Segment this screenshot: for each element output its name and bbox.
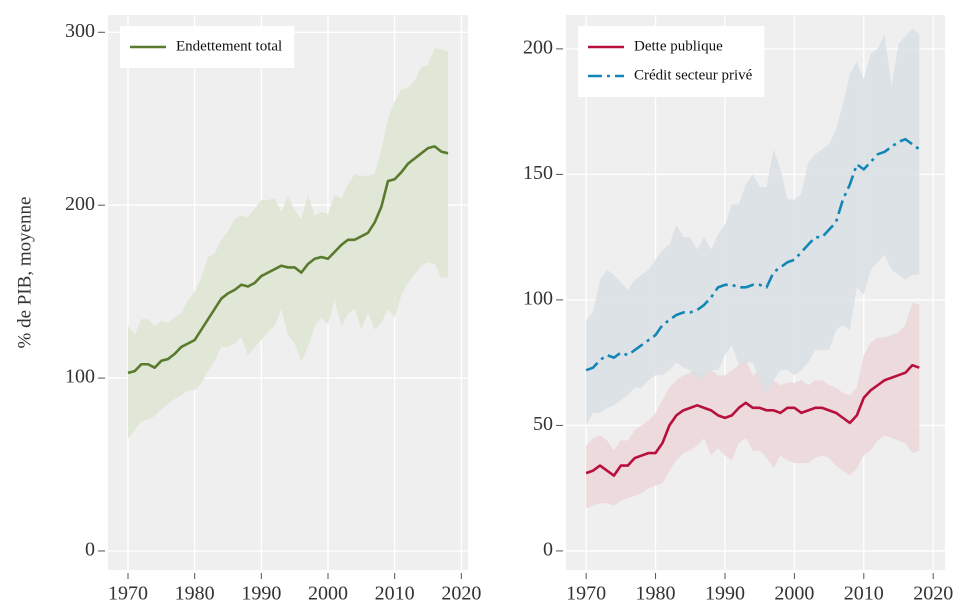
- panel: 0 100 200 300 1970 1980 1990 2000 2010 2020 Endett…: [14, 15, 481, 605]
- y-tick-label: 100: [65, 366, 95, 388]
- x-tick-label: 2010: [844, 583, 884, 605]
- range-band: [128, 47, 448, 439]
- legend: Endettement total: [120, 26, 295, 68]
- y-tick-label: 200: [523, 36, 553, 58]
- y-tick-label: 200: [65, 193, 95, 215]
- series-line: [585, 363, 920, 477]
- y-tick-label: 0: [85, 539, 95, 561]
- legend-label: Crédit secteur privé: [634, 67, 753, 83]
- y-tick-label: 100: [523, 287, 553, 309]
- legend-label: Endettement total: [176, 38, 282, 54]
- legend: Dette publique Crédit secteur privé: [578, 26, 765, 97]
- x-tick-label: 1970: [108, 583, 148, 605]
- x-tick-label: 1990: [241, 583, 281, 605]
- legend-box: [578, 26, 765, 97]
- y-axis-label: % de PIB, moyenne: [14, 197, 35, 349]
- y-tick-label: 0: [543, 539, 553, 561]
- y-tick-label: 150: [523, 162, 553, 184]
- x-tick-label: 2020: [441, 583, 481, 605]
- panel: 0 50 100 150 200 1970 1980 1990 2000 2010 2020 Dett…: [523, 15, 953, 605]
- series-line: [127, 145, 449, 375]
- x-tick-label: 1980: [636, 583, 676, 605]
- range-band: [586, 302, 920, 509]
- legend-label: Dette publique: [634, 38, 723, 54]
- y-tick-label: 300: [65, 20, 95, 42]
- x-tick-label: 1980: [175, 583, 215, 605]
- x-tick-label: 2020: [913, 583, 953, 605]
- series-line: [585, 137, 921, 372]
- x-tick-label: 2000: [774, 583, 814, 605]
- y-tick-label: 50: [533, 413, 553, 435]
- x-tick-label: 2000: [308, 583, 348, 605]
- range-band: [586, 28, 920, 426]
- x-tick-label: 1990: [705, 583, 745, 605]
- x-tick-label: 1970: [566, 583, 606, 605]
- x-tick-label: 2010: [375, 583, 415, 605]
